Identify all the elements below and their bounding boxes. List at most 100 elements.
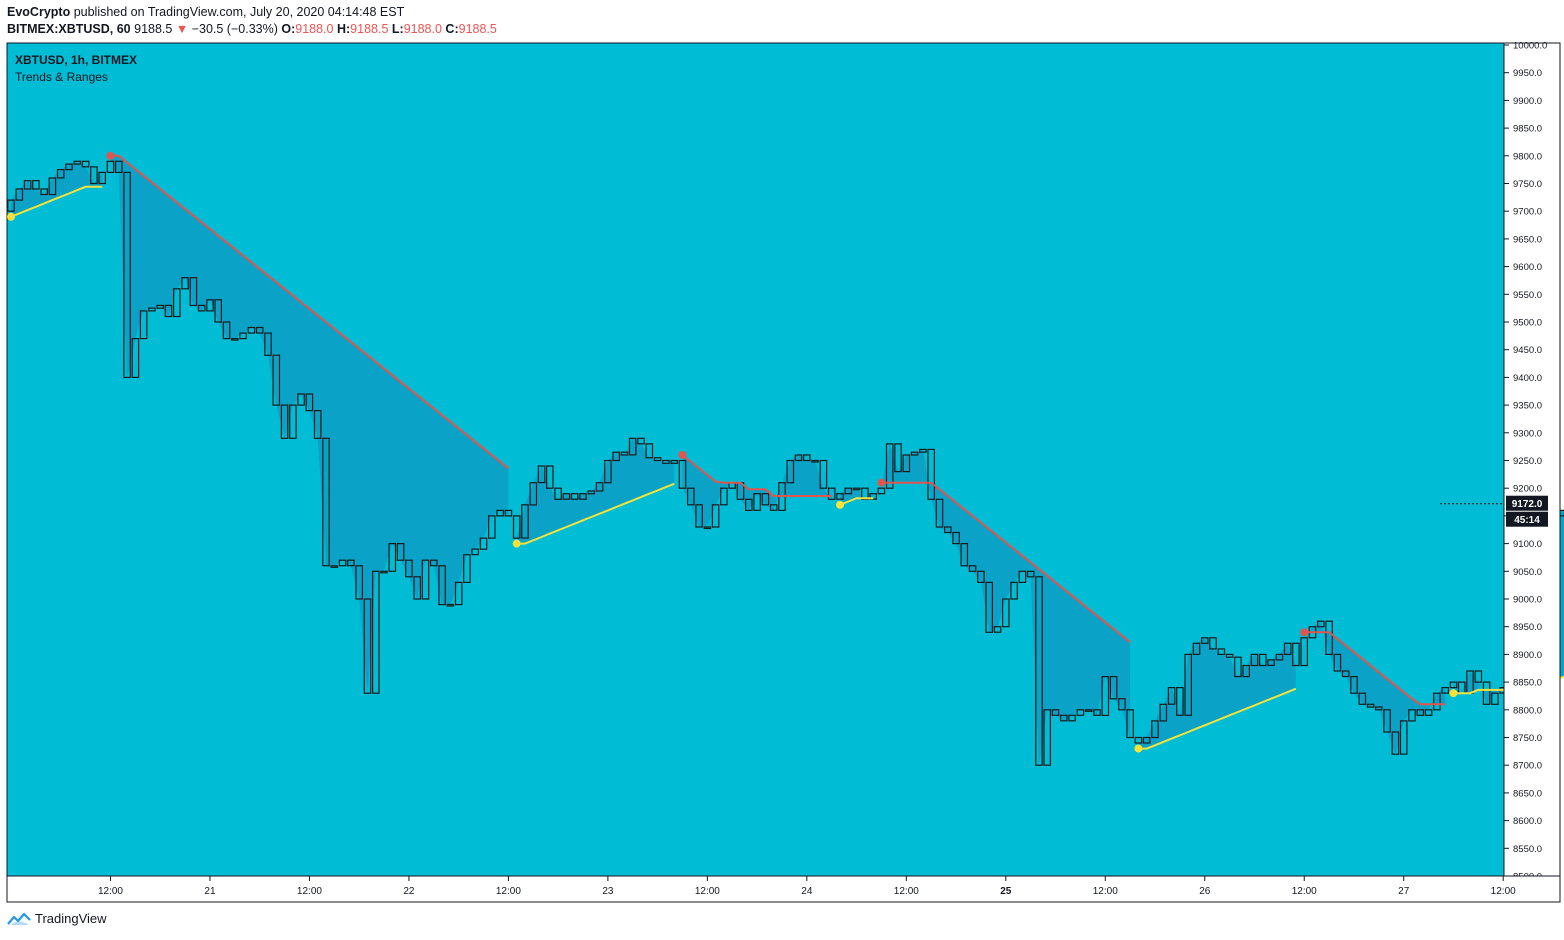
candle-27 [231,338,239,341]
candle-123 [1026,570,1035,578]
time-tick-label: 12:00 [1093,886,1118,897]
candle-2 [23,180,32,190]
candle-134 [1118,698,1126,711]
candle-21 [181,277,189,290]
candle-169 [1408,709,1416,722]
price-label-layer: 9172.0 45:14 [1440,495,1548,527]
low-value: 9188.0 [403,22,442,36]
price-axis[interactable] [1503,42,1561,877]
candle-84 [703,526,712,530]
price-tick-label: 9650.0 [1513,234,1542,245]
candle-77 [645,443,654,459]
price-tick-label: 9200.0 [1513,484,1542,495]
candle-48 [405,559,413,578]
resistance-start-dot-7 [1300,628,1309,637]
ohlc-line: BITMEX:XBTUSD, 60 9188.5 ▼ −30.5 (−0.33%… [7,22,497,36]
candle-76 [637,437,645,445]
down-arrow-icon: ▼ [175,22,189,36]
high-value: 9188.5 [350,22,389,36]
countdown-badge [1506,511,1548,527]
candle-138 [1151,720,1159,739]
price-tick-label: 9800.0 [1513,151,1542,162]
plot-background[interactable] [6,42,1505,877]
time-tick-label: 12:00 [695,886,720,897]
time-tick-label: 27 [1398,886,1410,897]
publisher-line: EvoCrypto published on TradingView.com, … [7,5,404,19]
candle-71 [595,482,604,492]
candle-3 [32,180,40,190]
candle-6 [56,169,65,179]
candle-101 [844,487,853,495]
candle-70 [587,490,596,495]
candle-41 [347,559,355,567]
candle-110 [919,448,927,453]
candle-35 [297,393,305,406]
candle-51 [430,559,438,567]
resistance-start-dot-3 [678,450,687,459]
price-tick-label: 9700.0 [1513,207,1542,218]
candle-85 [711,504,720,528]
legend-title: XBTUSD, 1h, BITMEX [15,53,137,67]
tradingview-logo-icon [7,912,31,925]
resistance-line-5 [881,481,1131,643]
candle-18 [156,304,165,309]
candle-98 [819,459,828,489]
candle-105 [877,487,886,495]
trend-fill-3 [682,455,832,527]
candle-137 [1142,736,1151,744]
candle-8 [73,160,82,165]
candle-4 [40,188,49,196]
price-axis-ticks: 10000.0 9950.0 9900.0 9850.0 9800.0 9750.0 970… [1504,41,1547,883]
support-start-dot-6 [1134,744,1143,753]
time-axis[interactable] [6,875,1561,903]
candle-94 [786,459,795,484]
resistance-line-7 [1304,631,1446,706]
candle-151 [1258,653,1267,667]
candle-40 [338,559,347,567]
candles-layer [7,160,1564,766]
price-tick-label: 9450.0 [1513,345,1542,356]
price-tick-label: 8700.0 [1513,761,1542,772]
candle-9 [81,160,90,168]
price-tick-label: 9100.0 [1513,539,1542,550]
price-tick-label: 8800.0 [1513,705,1542,716]
candle-140 [1167,686,1176,705]
candle-154 [1283,642,1292,655]
candle-45 [380,570,388,574]
candle-172 [1433,692,1441,711]
candle-153 [1275,653,1284,661]
candle-28 [239,332,247,340]
open-value: 9188.0 [295,22,334,36]
candle-63 [529,482,538,506]
last-price-badge [1506,495,1548,511]
time-tick-label: 22 [403,886,415,897]
time-tick-label: 23 [602,886,614,897]
candle-117 [977,570,985,583]
resistance-start-dot-1 [106,151,115,160]
last-price: 9188.5 [134,22,173,36]
price-change: −30.5 (−0.33%) [191,22,278,36]
candle-10 [90,166,98,185]
candle-160 [1333,653,1342,672]
candle-95 [794,454,803,462]
footer-brand[interactable]: TradingView [7,911,107,926]
trend-fill-2 [516,438,675,544]
candle-82 [686,487,695,506]
candle-146 [1217,648,1226,656]
support-line-6 [1138,687,1297,750]
support-line-2 [516,482,675,545]
candle-121 [1010,581,1018,600]
support-line-0 [10,185,103,218]
candle-92 [769,504,778,511]
candle-60 [504,509,513,517]
price-tick-label: 9950.0 [1513,68,1542,79]
close-value: 9188.5 [458,22,497,36]
time-tick-label: 12:00 [297,886,322,897]
candle-15 [131,338,140,379]
candle-170 [1416,709,1425,716]
candle-91 [761,493,770,506]
candle-62 [521,504,529,539]
publisher-name[interactable]: EvoCrypto [7,5,71,19]
candle-149 [1242,664,1251,678]
